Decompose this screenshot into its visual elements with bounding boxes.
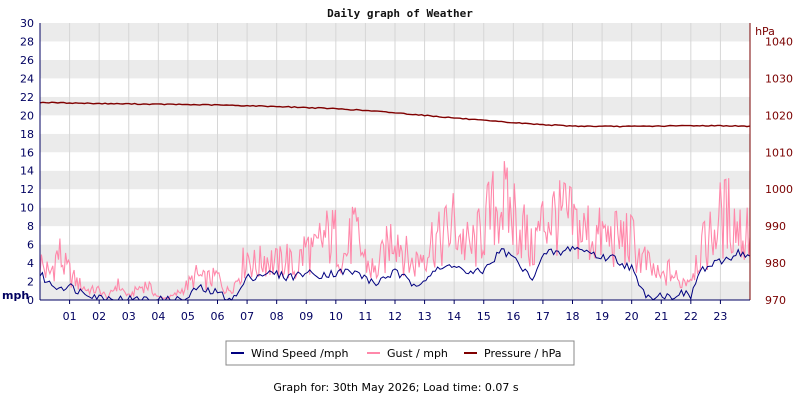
left-tick-label: 14 [20, 165, 34, 178]
left-tick-label: 0 [27, 294, 34, 307]
right-tick-label: 970 [765, 294, 786, 307]
x-tick-label: 21 [654, 310, 668, 323]
right-tick-label: 1030 [765, 72, 793, 85]
legend-box [225, 340, 575, 366]
x-tick-label: 11 [358, 310, 372, 323]
x-tick-label: 14 [447, 310, 461, 323]
grid-bands [40, 23, 750, 300]
right-tick-label: 980 [765, 257, 786, 270]
pressure-line [39, 101, 751, 128]
graph-date: 30th May 2026 [333, 381, 416, 394]
x-tick-label: 05 [181, 310, 195, 323]
legend-label-pressure: Pressure / hPa [484, 347, 562, 360]
x-axis-ticks: 01 02 03 04 05 06 07 08 09 10 11 12 13 14 15 16 17 18 19 20… [63, 300, 727, 323]
gust-series [39, 161, 751, 300]
x-tick-label: 08 [270, 310, 284, 323]
left-tick-label: 8 [27, 220, 34, 233]
left-tick-label: 24 [20, 72, 34, 85]
x-tick-label: 02 [92, 310, 106, 323]
x-tick-label: 18 [566, 310, 580, 323]
x-tick-label: 12 [388, 310, 402, 323]
right-axis-unit: hPa [755, 25, 775, 38]
x-tick-label: 10 [329, 310, 343, 323]
x-tick-label: 20 [625, 310, 639, 323]
left-tick-label: 2 [27, 276, 34, 289]
chart-title: Daily graph of Weather [327, 7, 473, 20]
left-tick-label: 16 [20, 146, 34, 159]
legend-label-wind: Wind Speed /mph [251, 347, 349, 360]
x-tick-label: 15 [477, 310, 491, 323]
x-tick-label: 19 [595, 310, 609, 323]
x-tick-label: 23 [713, 310, 727, 323]
right-tick-label: 1040 [765, 35, 793, 48]
right-tick-label: 1020 [765, 109, 793, 122]
left-tick-label: 18 [20, 128, 34, 141]
left-tick-label: 26 [20, 54, 34, 67]
left-tick-label: 12 [20, 183, 34, 196]
x-tick-label: 13 [418, 310, 432, 323]
left-axis-unit: mph [2, 289, 29, 302]
left-tick-label: 6 [27, 239, 34, 252]
x-tick-label: 07 [240, 310, 254, 323]
x-tick-label: 17 [536, 310, 550, 323]
gust-line [39, 161, 751, 300]
left-tick-label: 30 [20, 17, 34, 30]
legend-item-wind: Wind Speed /mph [231, 347, 349, 360]
x-tick-label: 03 [122, 310, 136, 323]
footer-status: Graph for: 30th May 2026; Load time: 0.0… [273, 381, 519, 394]
x-tick-label: 04 [151, 310, 165, 323]
pressure-series [39, 101, 751, 128]
legend-item-gust: Gust / mph [367, 347, 448, 360]
right-tick-label: 1000 [765, 183, 793, 196]
load-time-value: 0.07 s [485, 381, 519, 394]
legend-item-pressure: Pressure / hPa [464, 347, 562, 360]
graph-for-label: Graph for: [273, 381, 329, 394]
right-tick-label: 990 [765, 220, 786, 233]
left-tick-label: 10 [20, 202, 34, 215]
left-tick-label: 4 [27, 257, 34, 270]
x-tick-label: 06 [211, 310, 225, 323]
left-tick-label: 22 [20, 91, 34, 104]
x-tick-label: 01 [63, 310, 77, 323]
x-tick-label: 16 [506, 310, 520, 323]
left-tick-label: 28 [20, 35, 34, 48]
legend: Wind Speed /mph Gust / mph Pressure / hP… [225, 340, 575, 366]
x-tick-label: 09 [299, 310, 313, 323]
load-time-label: Load time: [423, 381, 481, 394]
left-tick-label: 20 [20, 109, 34, 122]
legend-label-gust: Gust / mph [387, 347, 448, 360]
right-tick-label: 1010 [765, 146, 793, 159]
x-tick-label: 22 [684, 310, 698, 323]
right-axis-ticks: 970 980 990 1000 1010 1020 1030 1040 [765, 35, 793, 307]
